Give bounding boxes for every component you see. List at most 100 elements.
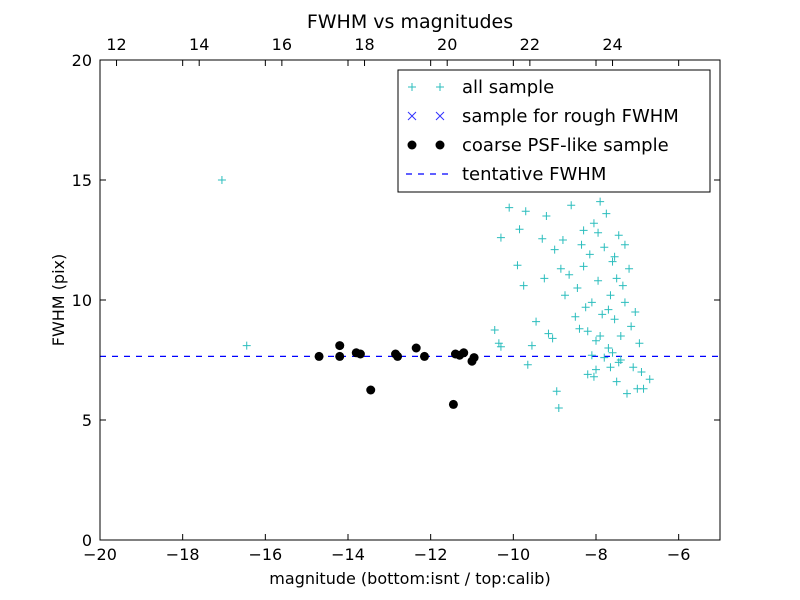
- all-sample-point: [612, 377, 621, 386]
- all-sample-point: [608, 257, 617, 266]
- all-sample-point: [610, 315, 619, 324]
- coarse-psf-point: [393, 351, 403, 361]
- all-sample-point: [554, 404, 563, 412]
- all-sample-point: [523, 360, 532, 369]
- x-tick-label: −12: [414, 545, 448, 564]
- all-sample-point: [573, 284, 582, 292]
- all-sample-point: [606, 291, 615, 300]
- all-sample-point: [519, 281, 528, 290]
- legend-marker-all-sample: [436, 83, 444, 91]
- all-sample-point: [542, 212, 551, 220]
- legend-label-tentative-fwhm: tentative FWHM: [462, 164, 606, 185]
- all-sample-point: [600, 243, 609, 252]
- top-tick-label: 12: [106, 35, 126, 54]
- all-sample-point: [596, 332, 605, 340]
- y-tick-label: 5: [82, 411, 92, 430]
- all-sample-point: [579, 262, 588, 271]
- all-sample-point: [565, 270, 574, 279]
- all-sample-point: [532, 317, 541, 326]
- y-tick-label: 0: [82, 531, 92, 550]
- coarse-psf-point: [355, 349, 365, 359]
- all-sample-point: [614, 231, 623, 240]
- x-tick-label: −16: [248, 545, 282, 564]
- all-sample-point: [505, 203, 514, 212]
- all-sample-point: [637, 368, 646, 376]
- coarse-psf-point: [459, 348, 469, 358]
- top-tick-label: 18: [354, 35, 374, 54]
- top-x-axis: 12 14 16 18 20 22 24: [106, 35, 623, 66]
- all-sample-point: [629, 363, 638, 372]
- all-sample-point: [587, 351, 596, 360]
- plot-marks: [100, 176, 720, 412]
- coarse-psf-point: [335, 351, 345, 361]
- legend-samples: [406, 83, 448, 175]
- all-sample-point: [623, 389, 631, 398]
- top-tick-label: 16: [272, 35, 292, 54]
- all-sample-point: [600, 353, 609, 362]
- legend-marker-rough-fwhm: [407, 111, 417, 121]
- x-tick-label: −20: [83, 545, 117, 564]
- bottom-x-axis: −20 −18 −16 −14 −12 −10 −8 −6: [83, 60, 690, 564]
- all-sample-point: [589, 219, 598, 228]
- all-sample-point: [616, 332, 625, 340]
- all-sample-point: [608, 348, 617, 357]
- all-sample-point: [558, 236, 567, 244]
- coarse-psf-point: [411, 343, 421, 353]
- coarse-psf-point: [314, 351, 324, 361]
- chart-title: FWHM vs magnitudes: [307, 11, 513, 33]
- all-sample-point: [589, 372, 598, 381]
- all-sample-point: [594, 276, 603, 285]
- coarse-psf-point: [366, 385, 376, 395]
- x-axis-label: magnitude (bottom:isnt / top:calib): [269, 569, 550, 588]
- all-sample-point: [217, 176, 226, 184]
- coarse-psf-point: [469, 353, 479, 363]
- all-sample-point: [631, 308, 640, 316]
- legend-marker-coarse-psf: [407, 140, 417, 150]
- x-tick-label: −14: [331, 545, 365, 564]
- all-sample-point: [242, 341, 251, 350]
- all-sample-point: [513, 261, 522, 270]
- all-sample-point: [604, 344, 613, 352]
- all-sample-point: [552, 387, 561, 396]
- all-sample-point: [612, 274, 621, 283]
- all-sample-point: [544, 329, 553, 338]
- all-sample-point: [583, 370, 592, 379]
- all-sample-point: [645, 375, 654, 384]
- all-sample-point: [594, 228, 603, 237]
- legend-label-all-sample: all sample: [462, 77, 554, 98]
- all-sample-point: [592, 336, 600, 345]
- top-tick-label: 14: [189, 35, 209, 54]
- all-sample-point: [614, 358, 623, 367]
- all-sample-point: [604, 305, 613, 314]
- all-sample-point: [515, 225, 524, 234]
- all-sample-point: [620, 240, 629, 249]
- all-sample-point: [585, 250, 594, 259]
- all-sample-point: [583, 327, 592, 336]
- all-sample-point: [567, 201, 576, 210]
- top-tick-label: 22: [520, 35, 540, 54]
- all-sample-point: [587, 298, 596, 307]
- coarse-psf-point: [335, 341, 345, 351]
- all-sample-point: [561, 291, 569, 300]
- all-sample-point: [548, 334, 557, 343]
- y-axis-label: FWHM (pix): [49, 254, 68, 347]
- all-sample-point: [550, 245, 559, 254]
- legend-marker-rough-fwhm: [435, 111, 445, 121]
- legend-label-rough-fwhm: sample for rough FWHM: [462, 106, 679, 127]
- all-sample-point: [598, 310, 607, 319]
- legend-box: [397, 69, 711, 193]
- all-sample-point: [577, 240, 586, 249]
- all-sample-point: [606, 363, 615, 372]
- top-tick-label: 24: [602, 35, 622, 54]
- x-tick-label: −18: [166, 545, 200, 564]
- legend-label-coarse-psf: coarse PSF-like sample: [462, 135, 669, 156]
- all-sample-point: [494, 339, 503, 348]
- all-sample-point: [527, 341, 536, 350]
- coarse-psf-point: [448, 399, 458, 409]
- all-sample-point: [618, 281, 627, 290]
- all-sample-point: [579, 226, 588, 235]
- y-tick-label: 20: [72, 51, 92, 70]
- all-sample-point: [496, 342, 505, 351]
- all-sample-point: [521, 207, 530, 216]
